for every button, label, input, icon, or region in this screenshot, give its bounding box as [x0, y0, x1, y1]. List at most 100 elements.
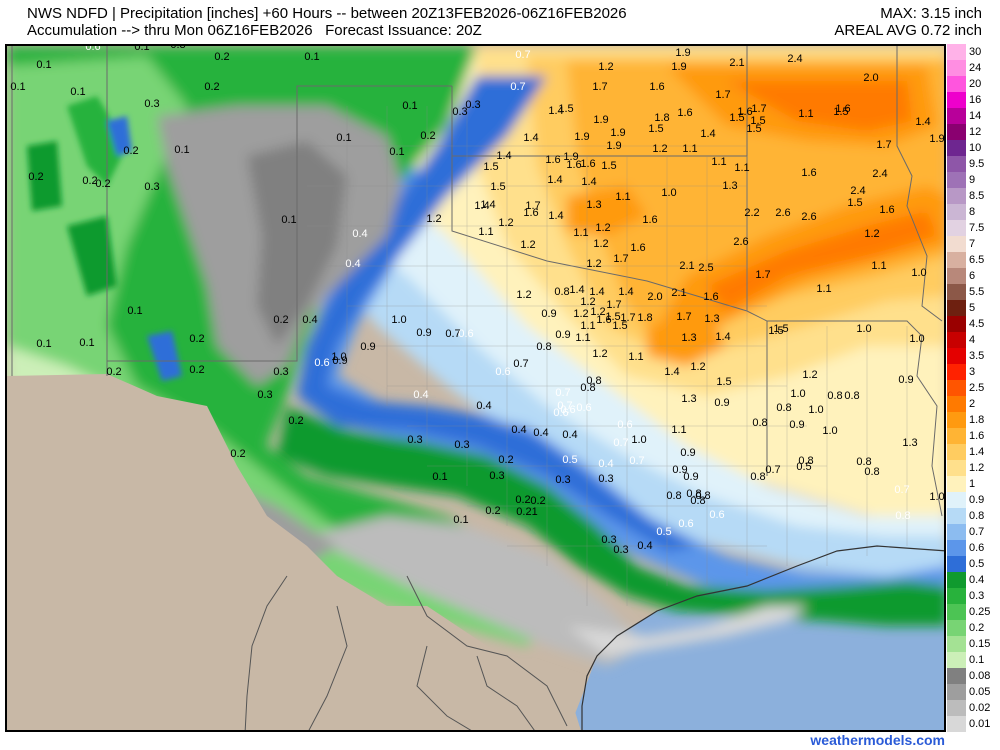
legend-label: 1.4: [969, 447, 984, 458]
legend-label: 1: [969, 479, 975, 490]
precip-value-label: 1.6: [566, 159, 581, 171]
precip-value-label: 0.6: [617, 419, 632, 431]
legend-swatch: [947, 460, 966, 476]
legend-entry: 2.5: [947, 380, 1000, 396]
legend-swatch: [947, 684, 966, 700]
precip-value-label: 0.8: [776, 402, 791, 414]
precip-value-label: 0.6: [495, 366, 510, 378]
precip-value-label: 1.4: [480, 199, 495, 211]
precip-value-label: 0.3: [598, 473, 613, 485]
precip-value-label: 0.2: [28, 171, 43, 183]
precip-value-label: 1.3: [722, 180, 737, 192]
precip-value-label: 1.4: [700, 128, 715, 140]
precip-value-label: 2.4: [850, 185, 865, 197]
areal-average: AREAL AVG 0.72 inch: [834, 22, 982, 40]
precip-value-label: 0.8: [666, 490, 681, 502]
legend-label: 2.5: [969, 383, 984, 394]
precip-value-label: 0.9: [555, 329, 570, 341]
precip-value-label: 0.2: [95, 178, 110, 190]
legend-label: 1.2: [969, 463, 984, 474]
legend-label: 0.01: [969, 719, 990, 730]
precip-value-label: 1.4: [618, 286, 633, 298]
precip-value-label: 0.6: [709, 509, 724, 521]
precip-value-label: 1.0: [631, 434, 646, 446]
site-credit[interactable]: weathermodels.com: [810, 732, 945, 748]
legend-swatch: [947, 716, 966, 732]
legend-entry: 0.3: [947, 588, 1000, 604]
legend-entry: 0.6: [947, 540, 1000, 556]
precip-value-label: 1.5: [483, 161, 498, 173]
precip-value-label: 1.3: [704, 313, 719, 325]
legend-entry: 4: [947, 332, 1000, 348]
precip-value-label: 0.2: [214, 51, 229, 63]
legend-entry: 1.6: [947, 428, 1000, 444]
precip-value-label: 1.9: [610, 127, 625, 139]
precip-value-label: 1.6: [879, 204, 894, 216]
legend-swatch: [947, 60, 966, 76]
precip-value-label: 0.3: [452, 106, 467, 118]
precip-value-label: 1.0: [661, 187, 676, 199]
legend-entry: 5: [947, 300, 1000, 316]
precip-value-label: 0.6: [314, 357, 329, 369]
precip-value-label: 0.3: [170, 44, 185, 51]
precip-value-label: 0.9: [714, 397, 729, 409]
legend-entry: 0.25: [947, 604, 1000, 620]
precip-value-label: 2.0: [647, 291, 662, 303]
legend-entry: 7.5: [947, 220, 1000, 236]
precip-value-label: 0.6: [458, 328, 473, 340]
precip-value-label: 1.0: [808, 404, 823, 416]
precip-value-label: 0.1: [453, 514, 468, 526]
legend-swatch: [947, 284, 966, 300]
precip-value-label: 1.8: [637, 312, 652, 324]
legend-label: 0.3: [969, 591, 984, 602]
precip-value-label: 1.7: [606, 299, 621, 311]
precip-value-label: 0.4: [476, 400, 491, 412]
precip-value-label: 0.1: [304, 51, 319, 63]
legend-swatch: [947, 620, 966, 636]
precip-value-label: 0.4: [302, 314, 317, 326]
precip-value-label: 1.4: [915, 116, 930, 128]
precip-value-label: 0.6: [576, 402, 591, 414]
precip-value-label: 0.2: [189, 364, 204, 376]
legend-label: 0.05: [969, 687, 990, 698]
legend-swatch: [947, 332, 966, 348]
precip-value-label: 0.9: [898, 374, 913, 386]
legend-swatch: [947, 188, 966, 204]
precip-value-label: 1.1: [682, 143, 697, 155]
precip-value-label: 1.5: [847, 197, 862, 209]
precip-value-label: 2.5: [698, 262, 713, 274]
legend-swatch: [947, 428, 966, 444]
precip-value-label: 0.2: [106, 366, 121, 378]
precip-value-label: 1.7: [715, 89, 730, 101]
legend-label: 0.02: [969, 703, 990, 714]
precip-value-label: 0.7: [894, 484, 909, 496]
precip-value-label: 1.4: [664, 366, 679, 378]
precip-value-label: 1.1: [628, 351, 643, 363]
legend-entry: 0.08: [947, 668, 1000, 684]
precip-value-label: 2.1: [679, 260, 694, 272]
legend-entry: 0.7: [947, 524, 1000, 540]
legend-swatch: [947, 476, 966, 492]
legend-swatch: [947, 220, 966, 236]
precip-value-label: 1.5: [612, 320, 627, 332]
legend-label: 6: [969, 271, 975, 282]
legend-entry: 24: [947, 60, 1000, 76]
precip-value-label: 1.1: [711, 156, 726, 168]
legend-label: 4.5: [969, 319, 984, 330]
legend-swatch: [947, 700, 966, 716]
precip-value-label: 0.1: [36, 59, 51, 71]
precip-value-label: 1.5: [601, 160, 616, 172]
legend-swatch: [947, 492, 966, 508]
precip-value-label: 0.7: [629, 455, 644, 467]
precip-value-label: 0.4: [533, 427, 548, 439]
precip-value-label: 0.8: [750, 471, 765, 483]
precip-value-label: 0.6: [85, 44, 100, 53]
legend-label: 5.5: [969, 287, 984, 298]
precip-value-label: 1.2: [592, 348, 607, 360]
precip-value-label: 1.4: [548, 210, 563, 222]
precip-value-label: 1.0: [822, 425, 837, 437]
legend-label: 30: [969, 47, 981, 58]
precip-value-label: 0.8: [536, 341, 551, 353]
precip-value-label: 0.6: [553, 407, 568, 419]
precip-value-label: 0.4: [598, 458, 613, 470]
